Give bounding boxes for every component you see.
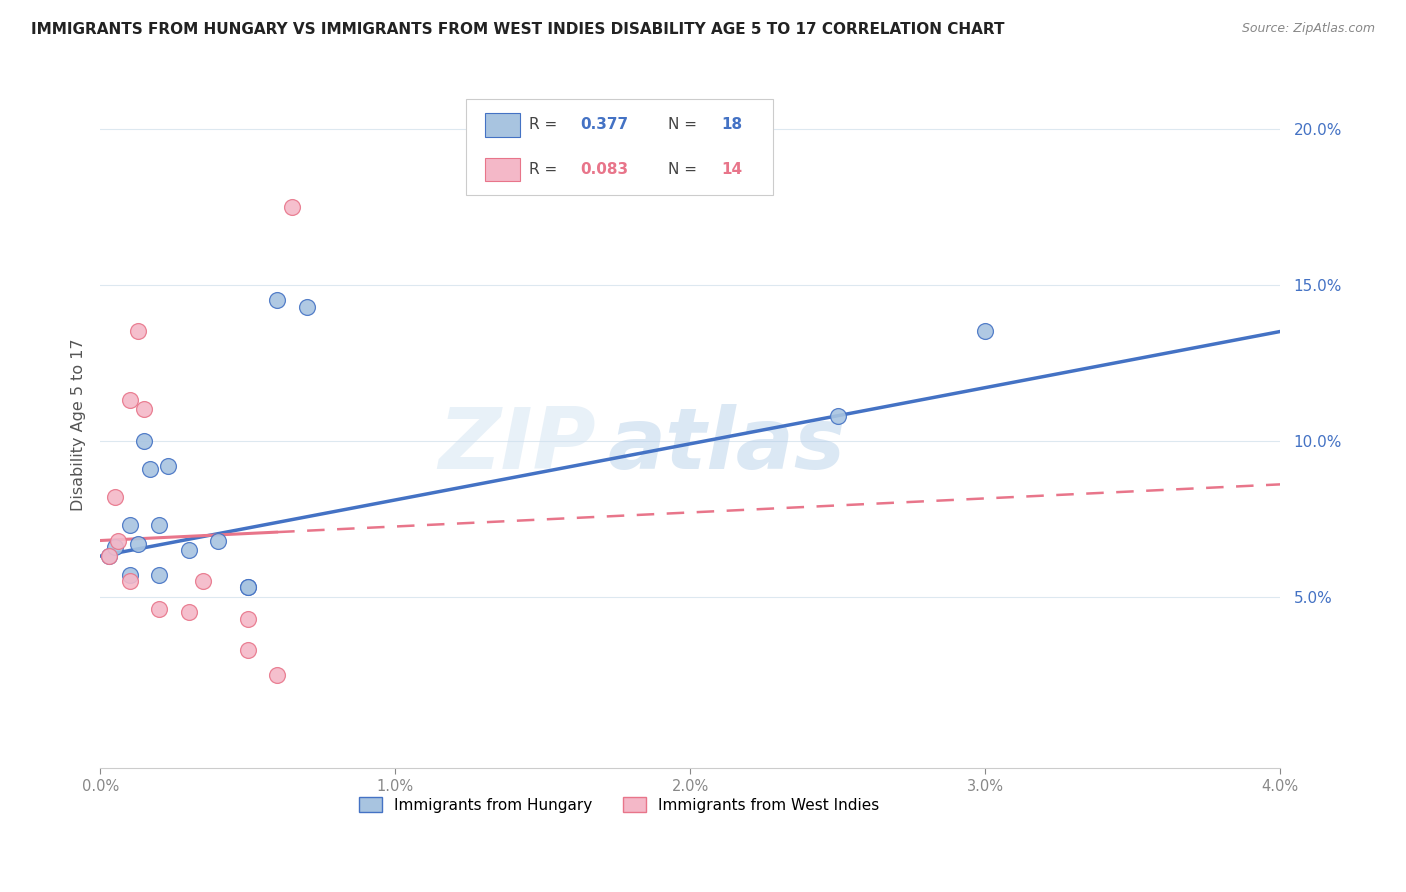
Text: N =: N = xyxy=(668,118,702,132)
Text: Source: ZipAtlas.com: Source: ZipAtlas.com xyxy=(1241,22,1375,36)
Text: 14: 14 xyxy=(721,162,742,177)
Point xyxy=(118,517,141,532)
Text: IMMIGRANTS FROM HUNGARY VS IMMIGRANTS FROM WEST INDIES DISABILITY AGE 5 TO 17 CO: IMMIGRANTS FROM HUNGARY VS IMMIGRANTS FR… xyxy=(31,22,1004,37)
Point xyxy=(148,567,170,582)
Point xyxy=(177,542,200,557)
Point xyxy=(236,580,259,594)
Point xyxy=(98,549,121,563)
Point xyxy=(104,540,127,554)
Point xyxy=(236,642,259,657)
Point xyxy=(156,458,179,473)
Text: 0.083: 0.083 xyxy=(581,162,628,177)
Point xyxy=(177,605,200,619)
Text: 0.377: 0.377 xyxy=(581,118,628,132)
Point xyxy=(295,300,318,314)
FancyBboxPatch shape xyxy=(485,113,520,136)
Point xyxy=(266,667,288,681)
Text: atlas: atlas xyxy=(607,404,845,487)
Point xyxy=(266,293,288,308)
Text: N =: N = xyxy=(668,162,702,177)
Text: R =: R = xyxy=(529,162,561,177)
FancyBboxPatch shape xyxy=(485,158,520,181)
Text: 18: 18 xyxy=(721,118,742,132)
Point xyxy=(148,602,170,616)
Point xyxy=(236,611,259,625)
Point xyxy=(207,533,229,548)
Point xyxy=(134,434,156,448)
Point xyxy=(104,490,127,504)
Y-axis label: Disability Age 5 to 17: Disability Age 5 to 17 xyxy=(72,339,86,511)
Point xyxy=(127,325,149,339)
Text: R =: R = xyxy=(529,118,561,132)
Point xyxy=(281,200,304,214)
Point xyxy=(193,574,215,588)
Point xyxy=(827,409,849,423)
Point xyxy=(118,574,141,588)
FancyBboxPatch shape xyxy=(465,99,773,195)
Point xyxy=(974,325,997,339)
Legend: Immigrants from Hungary, Immigrants from West Indies: Immigrants from Hungary, Immigrants from… xyxy=(353,791,886,819)
Point xyxy=(107,533,129,548)
Point xyxy=(118,393,141,408)
Point xyxy=(236,580,259,594)
Point xyxy=(139,462,162,476)
Point xyxy=(134,402,156,417)
Text: ZIP: ZIP xyxy=(439,404,596,487)
Point xyxy=(98,549,121,563)
Point xyxy=(127,536,149,550)
Point xyxy=(118,567,141,582)
Point xyxy=(148,517,170,532)
